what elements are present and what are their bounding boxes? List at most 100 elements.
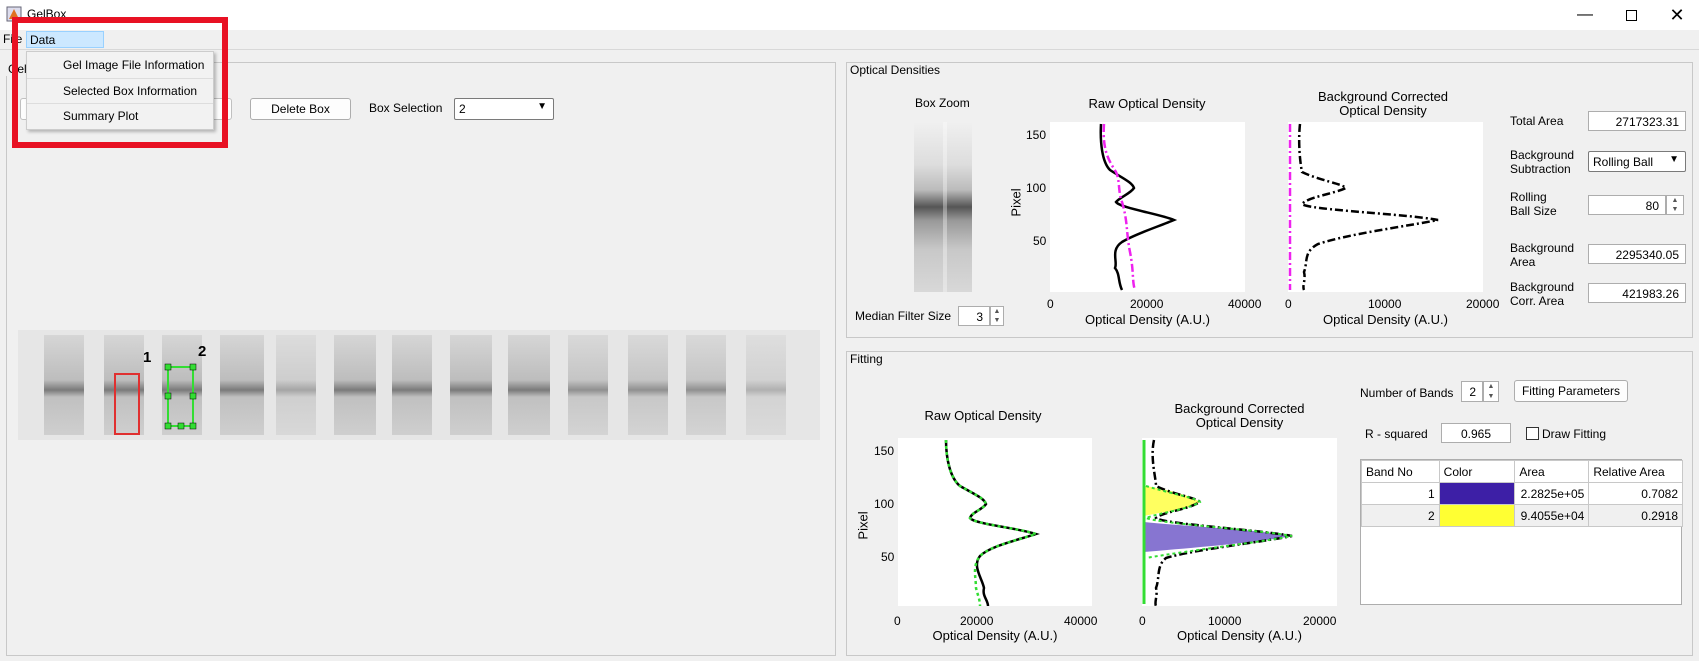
fit-raw-xtick-0: 0: [894, 614, 901, 628]
rolling-ball-size-input[interactable]: 80: [1588, 195, 1666, 215]
od-raw-ytick-100: 100: [1026, 181, 1047, 195]
box-selection-label: Box Selection: [369, 101, 443, 115]
bg-subtraction-value: Rolling Ball: [1593, 154, 1654, 169]
cell-color-swatch: [1438, 482, 1516, 505]
annotation-highlight-box: [12, 17, 228, 148]
gel-box-1[interactable]: [114, 373, 140, 435]
maximize-icon: [1625, 9, 1637, 21]
fit-bg-xtick-20000: 20000: [1303, 614, 1337, 628]
chevron-up-icon: ▲: [993, 308, 1001, 315]
chevron-down-icon: ▼: [1669, 154, 1679, 165]
chevron-down-icon: ▼: [537, 101, 547, 112]
gel-box-2[interactable]: [164, 363, 197, 430]
minimize-button[interactable]: —: [1562, 0, 1608, 30]
bg-subtraction-label-2: Subtraction: [1510, 162, 1571, 176]
cell-band-no: 2: [1361, 504, 1440, 527]
fit-bg-xtick-10000: 10000: [1208, 614, 1242, 628]
fit-bg-plot: [1142, 438, 1337, 606]
od-raw-xtick-0: 0: [1047, 297, 1054, 311]
fit-raw-plot-title: Raw Optical Density: [924, 408, 1042, 423]
bands-table-container: Band No Color Area Relative Area 1 2.282…: [1360, 459, 1683, 605]
total-area-label: Total Area: [1510, 114, 1564, 128]
cell-relative-area: 0.2918: [1588, 504, 1683, 527]
gel-box-2-label: 2: [198, 343, 206, 360]
od-bg-plot: [1288, 122, 1483, 292]
header-area[interactable]: Area: [1514, 460, 1590, 483]
r-squared-label: R - squared: [1365, 427, 1428, 441]
draw-fitting-label: Draw Fitting: [1542, 427, 1607, 441]
header-color[interactable]: Color: [1438, 460, 1516, 483]
od-bg-xtick-20000: 20000: [1466, 297, 1500, 311]
bg-corr-area-field[interactable]: 421983.26: [1588, 283, 1686, 303]
cell-relative-area: 0.7082: [1588, 482, 1683, 505]
delete-box-button[interactable]: Delete Box: [250, 98, 351, 120]
r-squared-field[interactable]: 0.965: [1441, 423, 1511, 443]
band-2-area: [1144, 486, 1200, 516]
header-band-no[interactable]: Band No: [1361, 460, 1440, 483]
cell-area: 2.2825e+05: [1514, 482, 1590, 505]
median-filter-stepper[interactable]: ▲ ▼: [990, 306, 1004, 326]
od-bg-plot-title-1: Background Corrected: [1317, 89, 1449, 104]
draw-fitting-checkbox[interactable]: [1526, 427, 1539, 440]
title-bar: GelBox — ✕: [0, 0, 1699, 30]
od-raw-xtick-20000: 20000: [1130, 297, 1164, 311]
median-filter-label: Median Filter Size: [855, 309, 952, 323]
menu-item-summary-plot[interactable]: Summary Plot: [27, 103, 213, 128]
fit-raw-xtick-20000: 20000: [960, 614, 994, 628]
chevron-down-icon: ▼: [1671, 206, 1679, 213]
fit-bg-xlabel: Optical Density (A.U.): [1177, 628, 1302, 643]
fit-raw-ytick-150: 150: [874, 444, 895, 458]
od-raw-plot-title: Raw Optical Density: [1088, 96, 1206, 111]
table-row[interactable]: 2 9.4055e+04 0.2918: [1361, 504, 1683, 527]
num-bands-input[interactable]: 2: [1461, 381, 1483, 402]
chevron-down-icon: ▼: [993, 317, 1001, 324]
gel-box-1-label: 1: [143, 349, 151, 366]
data-analysis-dropdown: Gel Image File Information Selected Box …: [26, 51, 214, 130]
gel-panel: [6, 62, 836, 656]
fit-raw-xtick-40000: 40000: [1064, 614, 1098, 628]
cell-band-no: 1: [1361, 482, 1440, 505]
fitting-title: Fitting: [848, 352, 885, 366]
bg-corr-area-label-1: Background: [1510, 280, 1575, 294]
fit-bg-plot-title-1: Background Corrected: [1174, 401, 1305, 416]
od-raw-ytick-150: 150: [1026, 128, 1047, 142]
fit-raw-ylabel: Pixel: [855, 511, 871, 540]
table-row[interactable]: 1 2.2825e+05 0.7082: [1361, 482, 1683, 505]
od-raw-xlabel: Optical Density (A.U.): [1085, 312, 1210, 327]
od-raw-ylabel: Pixel: [1008, 188, 1024, 217]
header-relative-area[interactable]: Relative Area: [1588, 460, 1683, 483]
cell-color-swatch: [1438, 504, 1516, 527]
minimize-icon: —: [1577, 6, 1593, 23]
menu-item-gel-image-info[interactable]: Gel Image File Information: [63, 58, 205, 72]
menu-item-selected-box-info[interactable]: Selected Box Information: [27, 78, 213, 103]
chevron-up-icon: ▲: [1671, 197, 1679, 204]
median-filter-input[interactable]: 3: [958, 306, 990, 326]
box-zoom-title: Box Zoom: [915, 96, 970, 110]
rolling-ball-label-2: Ball Size: [1510, 204, 1557, 218]
maximize-button[interactable]: [1608, 0, 1654, 30]
close-button[interactable]: ✕: [1654, 0, 1699, 30]
fit-raw-plot: [898, 438, 1092, 606]
bands-table: Band No Color Area Relative Area 1 2.282…: [1361, 460, 1683, 527]
fit-raw-ytick-50: 50: [881, 550, 895, 564]
bands-table-header: Band No Color Area Relative Area: [1361, 460, 1683, 483]
close-icon: ✕: [1669, 4, 1685, 25]
gel-image[interactable]: 1 2: [18, 330, 820, 440]
fit-raw-ytick-100: 100: [874, 497, 895, 511]
box-selection-value: 2: [459, 102, 466, 116]
od-bg-xlabel: Optical Density (A.U.): [1323, 312, 1448, 327]
bg-area-field[interactable]: 2295340.05: [1588, 244, 1686, 264]
bg-subtraction-dropdown[interactable]: Rolling Ball ▼: [1588, 151, 1686, 172]
box-selection-dropdown[interactable]: 2 ▼: [454, 98, 554, 120]
od-raw-plot: [1050, 122, 1245, 292]
od-raw-ytick-50: 50: [1033, 234, 1047, 248]
rolling-ball-label-1: Rolling: [1510, 190, 1547, 204]
rolling-ball-stepper[interactable]: ▲ ▼: [1666, 195, 1684, 215]
fitting-parameters-button[interactable]: Fitting Parameters: [1514, 380, 1628, 402]
bg-area-label-2: Area: [1510, 255, 1536, 269]
total-area-field[interactable]: 2717323.31: [1588, 111, 1686, 131]
box-zoom-image: [914, 122, 972, 292]
num-bands-stepper[interactable]: ▲ ▼: [1483, 381, 1499, 402]
od-bg-xtick-10000: 10000: [1368, 297, 1402, 311]
optical-densities-panel: [846, 62, 1693, 338]
